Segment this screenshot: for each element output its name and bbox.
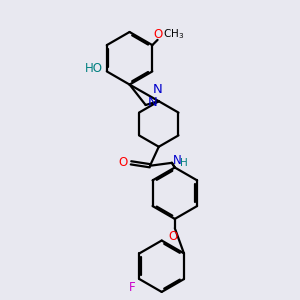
Text: O: O [169,230,178,243]
Text: N: N [173,154,182,167]
Text: N: N [148,97,158,110]
Text: N: N [152,83,162,96]
Text: O: O [118,156,128,169]
Text: O: O [154,28,163,41]
Text: H: H [180,158,188,168]
Text: HO: HO [84,62,102,75]
Text: CH$_3$: CH$_3$ [163,27,184,41]
Text: F: F [129,281,136,294]
